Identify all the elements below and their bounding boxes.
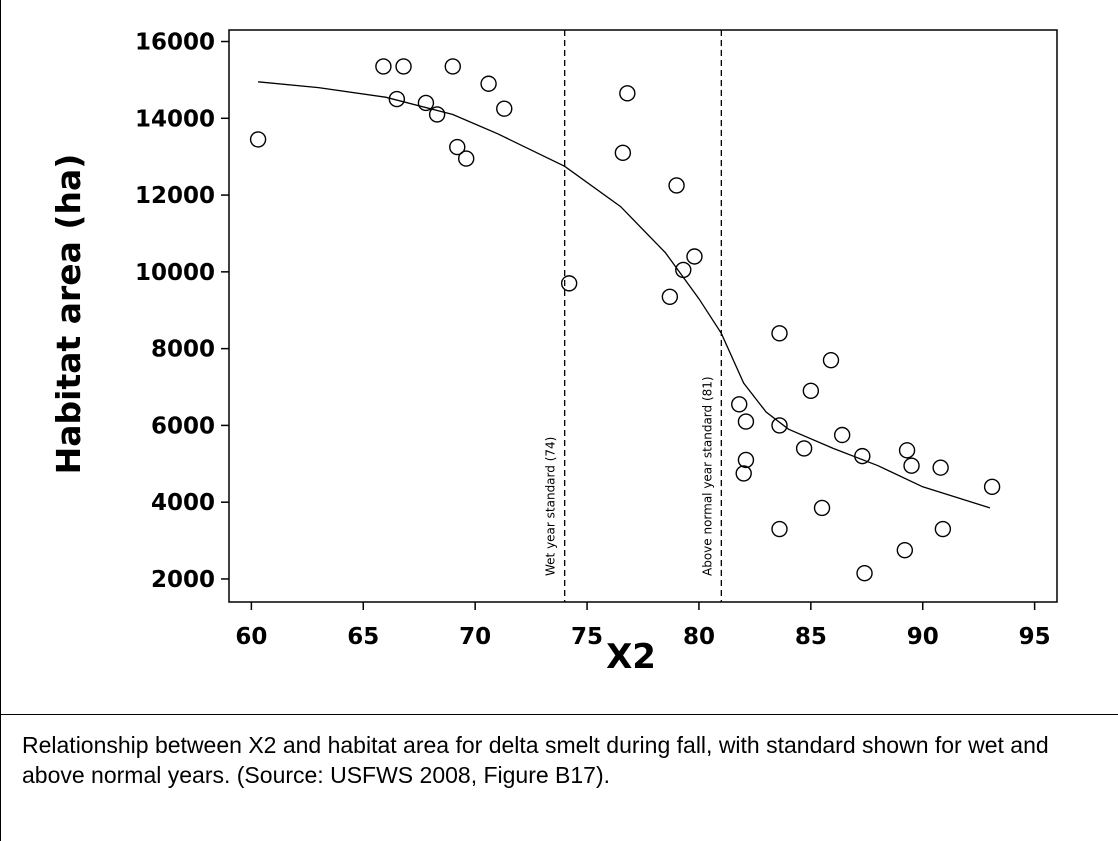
x-tick-label: 80 (683, 624, 715, 650)
data-point (833, 426, 851, 444)
data-point (449, 138, 466, 156)
frame-left-border (0, 0, 1, 841)
data-points (249, 58, 1001, 582)
data-point (686, 248, 703, 265)
reference-lines: Wet year standard (74) Above normal year … (544, 30, 722, 602)
data-point (822, 351, 840, 369)
data-point (896, 541, 914, 559)
data-point (903, 457, 920, 474)
x-tick-label: 90 (907, 624, 939, 650)
y-tick-label: 6000 (151, 413, 215, 439)
y-tick-label: 14000 (135, 106, 215, 132)
data-point (395, 58, 412, 75)
y-tick-label: 2000 (151, 567, 215, 593)
data-point (388, 90, 406, 108)
data-point (731, 396, 748, 413)
y-tick-label: 4000 (151, 490, 215, 516)
data-point (771, 520, 788, 538)
data-point (856, 565, 873, 582)
data-point (983, 478, 1001, 496)
data-point (932, 459, 949, 476)
data-point (737, 413, 755, 430)
x-axis-title: X2 (606, 637, 656, 677)
caption-divider (0, 714, 1118, 715)
data-point (661, 288, 679, 306)
data-point (375, 58, 392, 75)
data-point (480, 75, 497, 92)
y-axis-title: Habitat area (ha) (49, 154, 88, 475)
data-point (428, 106, 446, 123)
x-tick-label: 60 (235, 624, 267, 650)
x-axis: 60 65 70 75 80 85 90 95 (235, 602, 1051, 650)
data-point (771, 417, 788, 434)
data-point (675, 261, 692, 279)
data-point (735, 465, 752, 482)
y-tick-label: 8000 (151, 337, 215, 363)
data-point (795, 440, 813, 457)
data-point (898, 442, 916, 459)
data-point (813, 499, 831, 517)
figure-caption: Relationship between X2 and habitat area… (22, 732, 1049, 788)
data-point (417, 94, 435, 112)
data-point (771, 325, 788, 342)
x-tick-label: 75 (571, 624, 603, 650)
x-tick-label: 85 (795, 624, 827, 650)
data-point (934, 520, 952, 538)
data-point (854, 447, 871, 465)
data-point (737, 451, 755, 469)
data-point (668, 177, 685, 194)
reference-line-label: Wet year standard (74) (544, 437, 558, 576)
plot-area-border (228, 29, 1058, 603)
data-point (560, 275, 578, 292)
data-point (249, 131, 267, 148)
data-point (444, 58, 461, 75)
y-axis: 2000 4000 6000 8000 10000 12000 14000 16000 (135, 30, 229, 593)
y-tick-label: 16000 (135, 30, 215, 56)
data-point (458, 150, 475, 167)
x-tick-label: 95 (1019, 624, 1051, 650)
x-tick-label: 65 (347, 624, 379, 650)
data-point (802, 382, 820, 400)
data-point (496, 100, 513, 117)
x-tick-label: 70 (459, 624, 491, 650)
data-point (614, 144, 632, 162)
data-point (619, 85, 636, 102)
y-tick-label: 10000 (135, 260, 215, 286)
reference-line-label: Above normal year standard (81) (700, 376, 714, 576)
y-tick-label: 12000 (135, 183, 215, 209)
